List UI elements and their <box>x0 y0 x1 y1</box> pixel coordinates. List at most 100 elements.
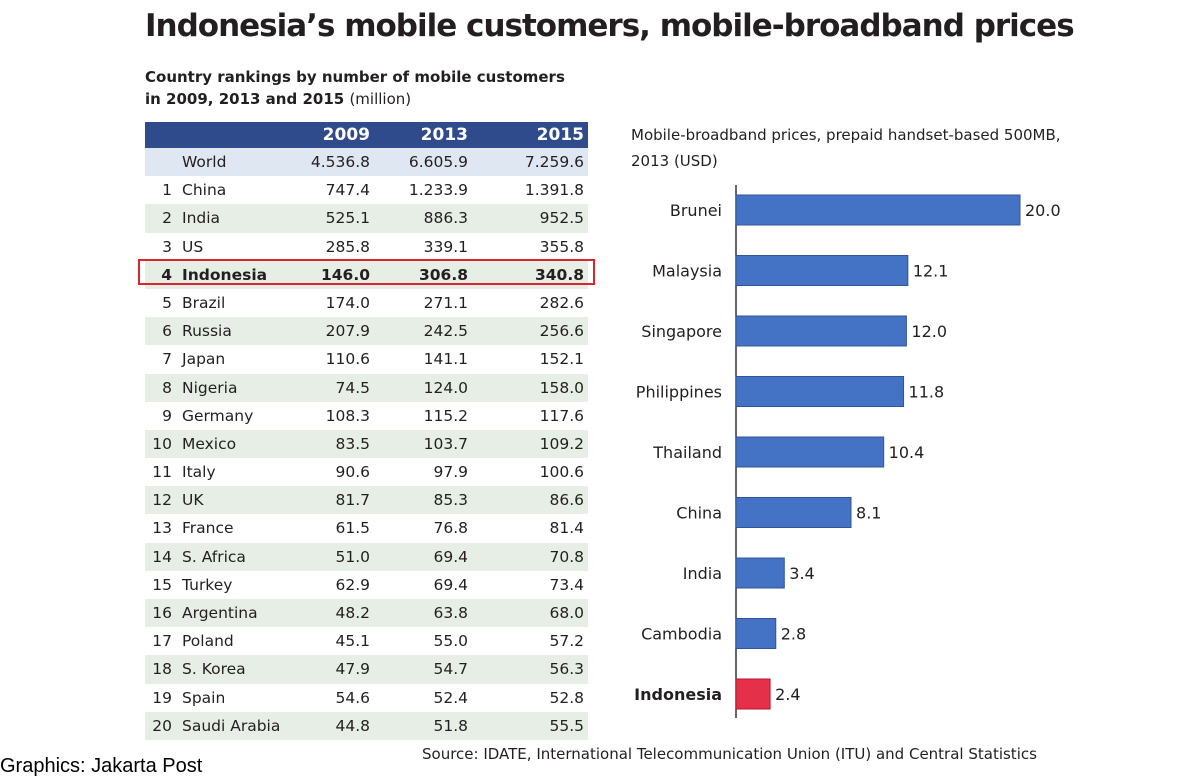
value-2009-cell: 174.0 <box>325 293 370 312</box>
value-2015-cell: 86.6 <box>549 491 584 510</box>
value-2015-cell: 57.2 <box>549 632 584 651</box>
value-2013-cell: 52.4 <box>433 688 468 707</box>
value-2013-cell: 141.1 <box>423 350 468 369</box>
value-2015-cell: 152.1 <box>539 350 584 369</box>
table-row: 9 Germany 108.3 115.2 117.6 <box>145 402 588 430</box>
customers-table: 2009 2013 2015 World 4.536.8 6.605.9 7.2… <box>145 122 588 740</box>
rank-cell: 4 <box>161 265 172 284</box>
column-header-2015: 2015 <box>536 125 584 145</box>
rank-cell: 16 <box>152 604 172 622</box>
value-2009-cell: 83.5 <box>335 434 370 453</box>
value-2015-cell: 68.0 <box>549 604 584 622</box>
world-2009: 4.536.8 <box>310 153 370 171</box>
column-header-2009: 2009 <box>322 125 370 145</box>
value-2009-cell: 74.5 <box>335 378 370 397</box>
world-2015: 7.259.6 <box>524 153 584 171</box>
rank-cell: 8 <box>162 378 172 397</box>
value-2009-cell: 146.0 <box>320 265 370 284</box>
data-label: 8.1 <box>856 504 881 523</box>
country-cell: Turkey <box>182 575 233 594</box>
table-row: 10 Mexico 83.5 103.7 109.2 <box>145 429 588 459</box>
table-row: 3 US 285.8 339.1 355.8 <box>145 233 588 261</box>
rank-cell: 18 <box>152 660 172 679</box>
category-label: Cambodia <box>641 625 722 644</box>
country-cell: France <box>182 519 234 538</box>
value-2015-cell: 52.8 <box>549 688 584 707</box>
country-cell: S. Korea <box>182 660 246 679</box>
country-cell: Argentina <box>182 604 258 622</box>
value-2013-cell: 69.4 <box>433 575 468 594</box>
graphics-credit: Graphics: Jakarta Post <box>0 755 203 777</box>
category-label: Malaysia <box>652 262 722 281</box>
value-2009-cell: 108.3 <box>325 406 370 425</box>
value-2013-cell: 76.8 <box>433 519 468 538</box>
value-2009-cell: 47.9 <box>335 660 370 679</box>
value-2013-cell: 124.0 <box>423 378 468 397</box>
value-2009-cell: 285.8 <box>325 237 370 256</box>
bar-malaysia <box>735 255 909 286</box>
bar-cambodia <box>735 618 777 649</box>
value-2015-cell: 56.3 <box>549 660 584 679</box>
world-label: World <box>182 153 227 171</box>
table-subtitle-line2: in 2009, 2013 and 2015 (million) <box>145 88 605 110</box>
country-cell: Brazil <box>182 293 226 312</box>
category-label: Thailand <box>652 443 722 462</box>
table-row: 17 Poland 45.1 55.0 57.2 <box>145 627 588 655</box>
table-subtitle: Country rankings by number of mobile cus… <box>145 66 605 110</box>
value-2009-cell: 110.6 <box>325 350 370 369</box>
table-subtitle-unit: (million) <box>349 90 412 108</box>
rank-cell: 7 <box>162 350 172 369</box>
table-row: 12 UK 81.7 85.3 86.6 <box>145 486 588 515</box>
category-label: Philippines <box>636 383 722 402</box>
chart-title-line1: Mobile-broadband prices, prepaid handset… <box>631 126 1061 144</box>
rank-cell: 3 <box>162 237 172 256</box>
rank-cell: 20 <box>152 716 172 735</box>
rank-cell: 19 <box>152 688 172 707</box>
value-2013-cell: 55.0 <box>433 632 468 651</box>
table-row: 16 Argentina 48.2 63.8 68.0 <box>145 599 588 628</box>
value-2009-cell: 747.4 <box>325 181 370 200</box>
value-2009-cell: 525.1 <box>325 209 370 228</box>
table-body: 1 China 747.4 1.233.9 1.391.8 2 India 525.1 886.… <box>145 176 588 740</box>
category-label: Brunei <box>670 201 722 220</box>
page-title: Indonesia’s mobile customers, mobile-bro… <box>145 8 1075 44</box>
value-2009-cell: 81.7 <box>335 491 370 510</box>
rank-cell: 15 <box>152 575 172 594</box>
category-label: China <box>676 504 722 523</box>
value-2015-cell: 952.5 <box>539 209 584 228</box>
data-label: 3.4 <box>789 564 814 583</box>
column-header-2013: 2013 <box>420 125 468 145</box>
country-cell: China <box>182 181 227 200</box>
bar-indonesia <box>735 678 771 710</box>
value-2015-cell: 73.4 <box>549 575 584 594</box>
world-2013: 6.605.9 <box>408 153 468 171</box>
value-2009-cell: 44.8 <box>335 716 370 735</box>
country-cell: Russia <box>182 322 232 341</box>
table-row: 11 Italy 90.6 97.9 100.6 <box>145 458 588 486</box>
bar-singapore <box>735 315 907 347</box>
bar-china <box>735 497 852 528</box>
data-label: 12.0 <box>911 322 947 341</box>
source-note: Source: IDATE, International Telecommuni… <box>422 745 1037 763</box>
value-2009-cell: 48.2 <box>335 604 370 622</box>
country-cell: S. Africa <box>182 547 246 566</box>
country-cell: Mexico <box>182 434 237 453</box>
value-2013-cell: 63.8 <box>433 604 468 622</box>
value-2009-cell: 51.0 <box>335 547 370 566</box>
data-label: 2.8 <box>781 625 806 644</box>
value-2015-cell: 355.8 <box>539 237 584 256</box>
value-2009-cell: 45.1 <box>335 632 370 651</box>
value-2015-cell: 117.6 <box>539 406 584 425</box>
bar-brunei <box>735 194 1021 226</box>
table-row: 14 S. Africa 51.0 69.4 70.8 <box>145 542 588 571</box>
bar-india <box>735 557 785 589</box>
table-row: 8 Nigeria 74.5 124.0 158.0 <box>145 373 588 402</box>
value-2013-cell: 51.8 <box>433 716 468 735</box>
data-label: 20.0 <box>1025 201 1061 220</box>
value-2009-cell: 62.9 <box>335 575 370 594</box>
country-cell: UK <box>182 491 204 510</box>
rank-cell: 6 <box>162 322 172 341</box>
rank-cell: 2 <box>162 209 172 228</box>
value-2013-cell: 1.233.9 <box>408 181 468 200</box>
